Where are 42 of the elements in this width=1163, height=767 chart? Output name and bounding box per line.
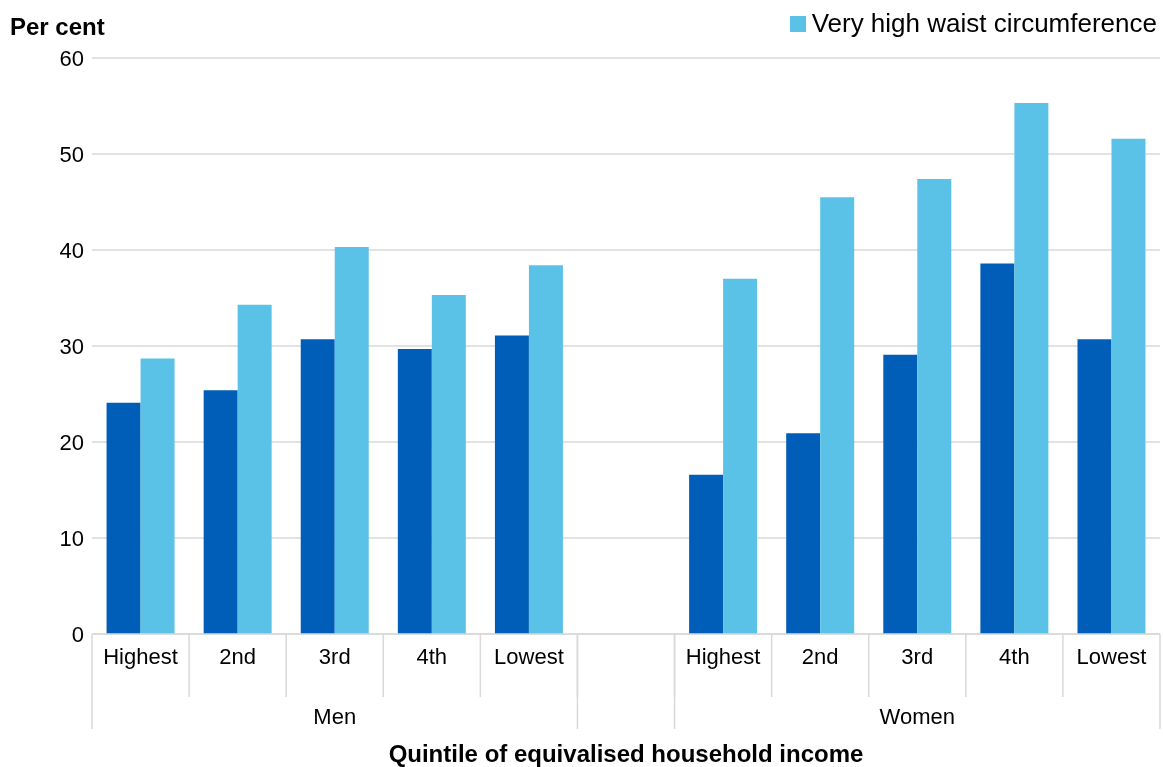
bar [723, 278, 758, 634]
x-tick-label: Lowest [1076, 643, 1147, 669]
y-tick-label: 40 [59, 237, 84, 263]
bar [300, 339, 335, 634]
x-axis-title: Quintile of equivalised household income [388, 740, 864, 767]
x-tick-label: 4th [999, 643, 1030, 669]
y-tick-label: 60 [59, 45, 84, 71]
x-tick-label: 2nd [219, 643, 256, 669]
bar [140, 358, 175, 634]
bar [689, 474, 724, 634]
bar [786, 433, 821, 634]
y-tick-label: 10 [59, 525, 84, 551]
bar [1111, 138, 1146, 634]
bar [980, 263, 1015, 634]
y-tick-label: 30 [59, 333, 84, 359]
x-tick-label: 2nd [801, 643, 839, 669]
bar [237, 304, 272, 634]
y-tick-label: 20 [59, 429, 84, 455]
x-tick-label: Lowest [494, 643, 564, 669]
x-tick-label: Highest [103, 643, 178, 669]
bar [203, 390, 238, 634]
bar [917, 178, 952, 634]
y-tick-label: 0 [71, 621, 84, 647]
text: Women [879, 704, 955, 729]
bar [1014, 103, 1049, 634]
bar [528, 265, 563, 634]
bar [106, 402, 141, 634]
x-tick-label: 4th [416, 643, 448, 669]
y-axis-title: Per cent [10, 13, 105, 40]
x-tick-label: 3rd [318, 643, 351, 669]
legend-label: Very high waist circumference [811, 8, 1157, 39]
y-tick-label: 50 [59, 141, 84, 167]
bar [494, 335, 529, 634]
bar [883, 354, 918, 634]
text: Men [313, 704, 357, 729]
bar [431, 295, 466, 634]
bar [397, 348, 432, 634]
x-tick-label: 3rd [901, 643, 934, 669]
x-tick-label: Highest [685, 643, 761, 669]
bar [334, 247, 369, 634]
bar [820, 197, 855, 634]
bar [1077, 339, 1112, 634]
